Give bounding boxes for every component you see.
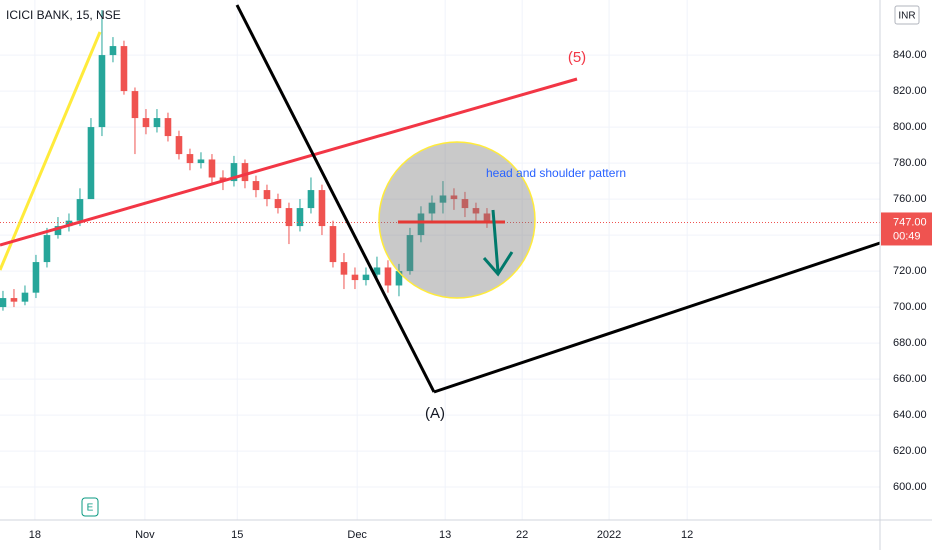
candle-body [65,220,73,227]
x-tick-label: Dec [347,529,367,541]
trend-line-red [0,77,578,247]
candle-body [142,118,150,128]
candle-body [197,159,205,164]
wave-label: (5) [568,49,586,66]
candle-body [87,127,95,200]
y-tick-label: 720.00 [893,265,927,277]
candle-body [175,136,183,155]
x-tick-label: 12 [681,529,693,541]
candle-body [307,190,315,209]
y-tick-label: 800.00 [893,121,927,133]
candle-body [98,55,106,128]
event-icon[interactable] [81,497,99,517]
candle-body [219,177,227,182]
x-tick-label: 2022 [597,529,621,541]
candle-body [384,267,392,286]
candle-body [329,226,337,263]
y-tick-label: 600.00 [893,481,927,493]
wave-line [235,4,436,393]
candle-body [32,262,40,293]
trend-line-yellow [0,31,102,271]
candle-body [395,271,403,286]
candle-body [252,181,260,191]
candle-body [318,190,326,227]
x-axis-bg [0,520,932,550]
last-price-label: 747.00 [893,216,927,228]
candle-body [241,163,249,182]
candle-body [296,208,304,227]
axes: 600.00 620.00 640.00 660.00 680.00 700.00 720.… [29,49,927,541]
y-tick-label: 620.00 [893,445,927,457]
x-tick-label: 15 [231,529,243,541]
candle-body [340,262,348,275]
candle-body [417,213,425,236]
y-tick-label: 840.00 [893,49,927,61]
candle-body [0,298,7,308]
candle-body [131,91,139,119]
y-tick-label: 640.00 [893,409,927,421]
candle-body [461,199,469,209]
candle-body [76,199,84,221]
candle-body [450,195,458,200]
candle-body [230,163,238,182]
candles [0,10,880,311]
candle-body [153,118,161,128]
candle-body [285,208,293,227]
candle-body [373,267,381,275]
grid [0,0,880,520]
candle-body [186,154,194,164]
arrow [482,209,514,277]
candle-body [120,46,128,92]
y-tick-label: 780.00 [893,157,927,169]
last-price-box [881,212,932,246]
y-tick-label: 820.00 [893,85,927,97]
candle-body [472,208,480,214]
x-tick-label: 18 [29,529,41,541]
event-label: E [87,503,94,514]
candle-body [21,292,29,302]
candle-body [10,298,18,302]
x-tick-label: 13 [439,529,451,541]
candle-body [428,202,436,214]
y-axis-bg [880,0,932,550]
wave-line [433,241,881,394]
currency-badge[interactable] [894,5,920,25]
candle-body [362,274,370,281]
candle-body [54,226,62,236]
x-tick-label: Nov [135,529,155,541]
chart-title: ICICI BANK, 15, NSE [6,8,121,22]
candle-body [406,235,414,272]
currency: INR [898,11,915,22]
y-tick-label: 760.00 [893,193,927,205]
candle-body [208,159,216,178]
candle-body [109,46,117,56]
wave-label: (A) [425,405,445,422]
candle-body [274,199,282,209]
candle-body [439,195,447,203]
pattern-label: head and shoulder pattern [486,166,626,180]
countdown: 00:49 [893,230,921,242]
y-tick-label: 680.00 [893,337,927,349]
y-tick-label: 660.00 [893,373,927,385]
candle-body [263,190,271,200]
x-tick-label: 22 [516,529,528,541]
candle-body [164,118,172,137]
candle-body [483,213,491,223]
candle-body [351,274,359,281]
candle-body [43,235,51,263]
y-tick-label: 700.00 [893,301,927,313]
